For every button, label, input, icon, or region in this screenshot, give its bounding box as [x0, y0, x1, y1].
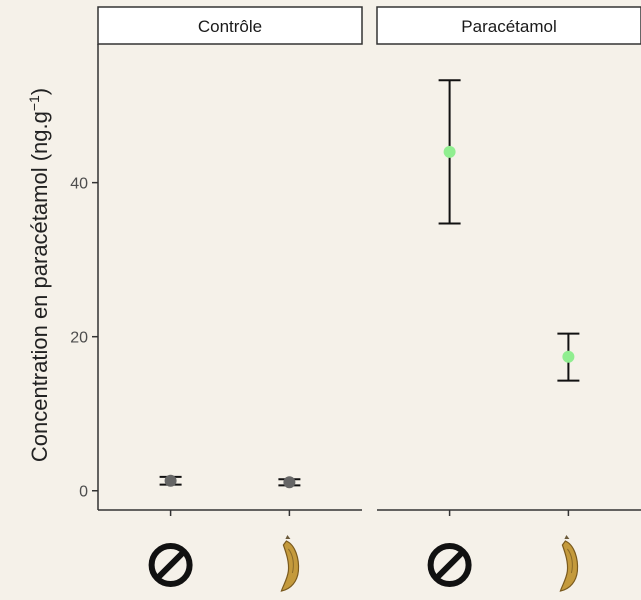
strip-label-paracetamol: Paracétamol	[461, 17, 556, 36]
x-axis-icons	[148, 535, 579, 592]
bean-pod-icon	[559, 535, 579, 592]
bean-pod-stem	[285, 535, 291, 539]
y-tick-label: 40	[70, 176, 88, 193]
no-treatment-icon	[148, 543, 193, 587]
marks-controle	[159, 474, 301, 489]
data-point	[443, 145, 456, 158]
no-treatment-slash	[433, 549, 466, 581]
bean-pod-seam	[567, 548, 573, 574]
strip-box-paracetamol	[376, 6, 641, 45]
bean-pod-body	[280, 540, 300, 592]
strip-label-controle: Contrôle	[198, 17, 262, 36]
panel-paracetamol: Paracétamol	[376, 6, 641, 516]
bean-pod-icon	[280, 535, 300, 592]
data-point	[164, 474, 177, 487]
no-treatment-icon	[427, 543, 472, 587]
panel-controle: Contrôle	[97, 6, 363, 516]
data-point	[562, 350, 575, 363]
data-point	[283, 476, 296, 489]
y-axis-title-exponent: −1	[26, 95, 42, 111]
bean-pod-seam	[288, 548, 294, 574]
y-tick-label: 0	[79, 484, 88, 501]
no-treatment-slash	[154, 549, 187, 581]
bean-pod-stem	[564, 535, 570, 539]
strip-box-controle	[97, 6, 363, 45]
y-tick-label: 20	[70, 330, 88, 347]
bean-pod-body	[559, 540, 579, 592]
no-treatment-ring	[148, 543, 193, 587]
marks-paracetamol	[438, 79, 580, 382]
y-axis: 0 20 40	[70, 44, 99, 510]
y-axis-title: Concentration en paracétamol (ng.g−1)	[26, 88, 52, 462]
y-axis-title-close: )	[27, 88, 52, 95]
y-axis-title-main: Concentration en paracétamol (ng.g	[27, 111, 52, 462]
no-treatment-ring	[427, 543, 472, 587]
